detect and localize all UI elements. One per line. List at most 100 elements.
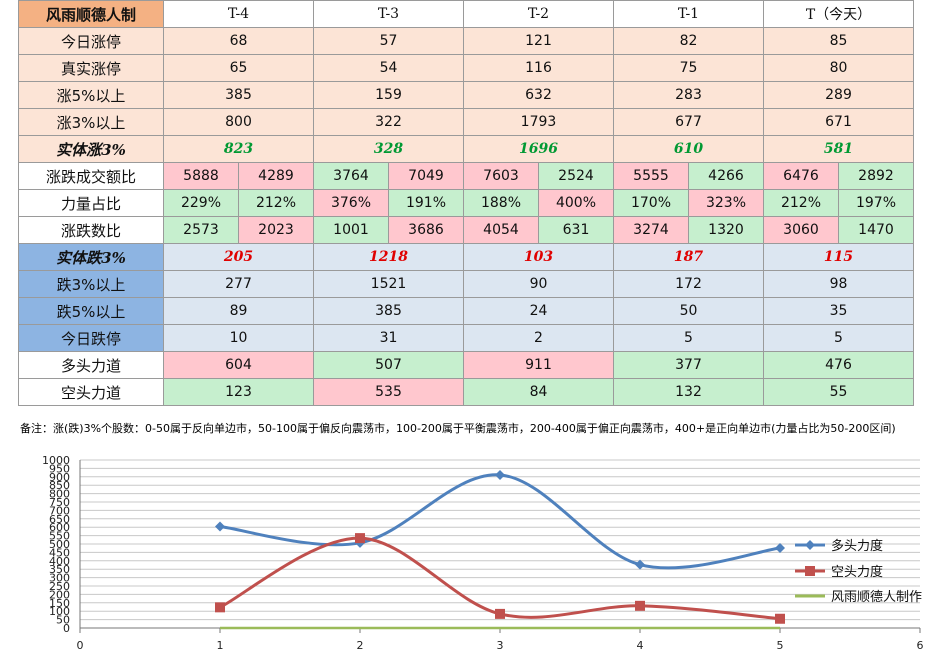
- table-cell: 2573: [163, 216, 239, 244]
- table-cell: 7603: [463, 162, 539, 190]
- row-label: 今日涨停: [18, 27, 164, 55]
- table-cell: 277: [163, 270, 314, 298]
- gridlines: [80, 459, 920, 629]
- legend-marker: [805, 540, 815, 550]
- table-cell: 1470: [838, 216, 914, 244]
- y-tick-label: 900: [49, 471, 70, 484]
- table-row: 多头力道 604 507 911 377 476: [18, 351, 914, 379]
- row-label: 空头力道: [18, 378, 164, 406]
- table-row: 今日跌停 10 31 2 5 5: [18, 324, 914, 352]
- y-tick-label: 650: [49, 513, 70, 526]
- row-label: 今日跌停: [18, 324, 164, 352]
- y-tick-label: 850: [49, 479, 70, 492]
- table-cell: 3686: [388, 216, 464, 244]
- table-cell: 170%: [613, 189, 689, 217]
- column-header: T-4: [163, 0, 314, 28]
- table-row: 涨5%以上 385 159 632 283 289: [18, 81, 914, 109]
- table-cell: 191%: [388, 189, 464, 217]
- table-row: 真实涨停 65 54 116 75 80: [18, 54, 914, 82]
- table-cell: 82: [613, 27, 764, 55]
- table-cell: 123: [163, 378, 314, 406]
- y-tick-label: 250: [49, 580, 70, 593]
- y-axis-ticks: 0501001502002503003504004505005506006507…: [42, 454, 70, 635]
- table-cell: 610: [613, 135, 764, 163]
- table-cell: 2023: [238, 216, 314, 244]
- y-tick-label: 350: [49, 563, 70, 576]
- table-cell: 115: [763, 243, 914, 271]
- y-tick-label: 500: [49, 538, 70, 551]
- row-label: 实体跌3%: [18, 243, 164, 271]
- row-label: 多头力道: [18, 351, 164, 379]
- y-tick-label: 950: [49, 462, 70, 475]
- table-cell: 68: [163, 27, 314, 55]
- y-tick-label: 450: [49, 546, 70, 559]
- table-cell: 89: [163, 297, 314, 325]
- table-cell: 911: [463, 351, 614, 379]
- table-cell: 4289: [238, 162, 314, 190]
- series-lines: [215, 469, 785, 630]
- table-cell: 2: [463, 324, 614, 352]
- table-cell: 631: [538, 216, 614, 244]
- y-tick-label: 150: [49, 597, 70, 610]
- table-cell: 5: [613, 324, 764, 352]
- table-cell: 3274: [613, 216, 689, 244]
- y-tick-label: 50: [56, 614, 70, 627]
- row-label: 跌5%以上: [18, 297, 164, 325]
- bull-point: [495, 469, 505, 480]
- x-tick-label: 6: [917, 639, 924, 652]
- table-cell: 328: [313, 135, 464, 163]
- row-label: 力量占比: [18, 189, 164, 217]
- table-cell: 188%: [463, 189, 539, 217]
- table-cell: 24: [463, 297, 614, 325]
- table-cell: 35: [763, 297, 914, 325]
- table-cell: 6476: [763, 162, 839, 190]
- table-cell: 400%: [538, 189, 614, 217]
- table-cell: 55: [763, 378, 914, 406]
- table-row: 实体跌3% 205 1218 103 187 115: [18, 243, 914, 271]
- row-label: 涨5%以上: [18, 81, 164, 109]
- table-cell: 2524: [538, 162, 614, 190]
- column-header: T-1: [613, 0, 764, 28]
- footnote: 备注：涨(跌)3%个股数：0-50属于反向单边市，50-100属于偏反向震荡市，…: [20, 422, 896, 435]
- table-cell: 1218: [313, 243, 464, 271]
- legend-marker: [805, 566, 815, 576]
- table-cell: 80: [763, 54, 914, 82]
- table-cell: 57: [313, 27, 464, 55]
- table-cell: 5888: [163, 162, 239, 190]
- row-label: 涨跌数比: [18, 216, 164, 244]
- table-cell: 581: [763, 135, 914, 163]
- table-cell: 132: [613, 378, 764, 406]
- table-cell: 84: [463, 378, 614, 406]
- table-cell: 507: [313, 351, 464, 379]
- table-cell: 1521: [313, 270, 464, 298]
- bear-point: [495, 608, 505, 619]
- column-header: T（今天）: [763, 0, 914, 28]
- force-line-chart: 0501001502002503003504004505005506006507…: [42, 454, 924, 652]
- table-cell: 1696: [463, 135, 614, 163]
- table-cell: 289: [763, 81, 914, 109]
- row-label: 跌3%以上: [18, 270, 164, 298]
- table-row: 涨3%以上 800 322 1793 677 671: [18, 108, 914, 136]
- row-label: 涨跌成交额比: [18, 162, 164, 190]
- x-tick-label: 2: [357, 639, 364, 652]
- table-cell: 4266: [688, 162, 764, 190]
- bear-series-line: [219, 536, 781, 621]
- table-cell: 323%: [688, 189, 764, 217]
- bull-point: [215, 521, 225, 532]
- header-row: 风雨顺德人制 T-4 T-3 T-2 T-1 T（今天）: [18, 0, 914, 28]
- y-tick-label: 400: [49, 555, 70, 568]
- table-cell: 85: [763, 27, 914, 55]
- table-cell: 4054: [463, 216, 539, 244]
- table-cell: 121: [463, 27, 614, 55]
- table-cell: 1001: [313, 216, 389, 244]
- table-cell: 677: [613, 108, 764, 136]
- bear-point: [775, 613, 785, 624]
- table-cell: 283: [613, 81, 764, 109]
- y-tick-label: 100: [49, 605, 70, 618]
- row-label: 实体涨3%: [18, 135, 164, 163]
- table-cell: 116: [463, 54, 614, 82]
- table-row: 力量占比 229% 212% 376% 191% 188% 400% 170% 323% 212%…: [18, 189, 914, 217]
- y-tick-label: 200: [49, 588, 70, 601]
- y-tick-label: 750: [49, 496, 70, 509]
